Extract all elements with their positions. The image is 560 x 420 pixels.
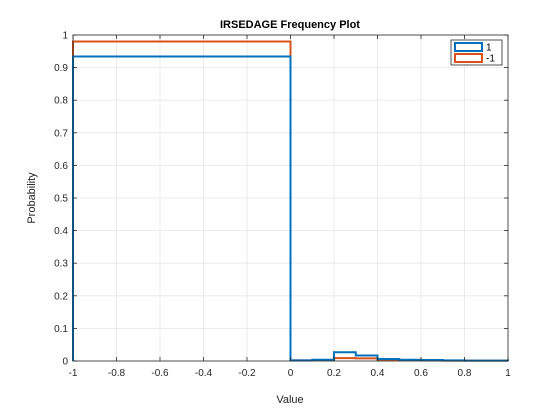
y-tick-label: 0.6 [54,161,68,172]
x-tick-label: 0 [288,368,294,379]
legend-label: 1 [486,43,492,54]
y-tick-label: 0.2 [54,291,68,302]
y-axis-label: Probability [26,172,38,224]
x-tick-label: 0.8 [458,368,472,379]
y-tick-label: 0.3 [54,259,68,270]
y-tick-label: 0.8 [54,96,68,107]
x-tick-label: -1 [69,368,78,379]
x-tick-label: -0.6 [151,368,169,379]
x-tick-label: 0.6 [414,368,428,379]
x-tick-label: 0.4 [371,368,385,379]
histogram-bin [334,352,356,361]
y-tick-label: 0.4 [54,226,68,237]
legend-swatch [454,53,483,63]
legend-label: -1 [486,54,495,65]
chart-title: IRSEDAGE Frequency Plot [220,19,360,31]
histogram-bin [73,57,291,361]
y-tick-label: 0.1 [54,324,68,335]
y-tick-label: 0.5 [54,194,68,205]
y-tick-labels: 0 0.1 0.2 0.3 0.4 0.5 0.6 0.7 0.8 0.9 1 [54,31,68,368]
x-tick-label: -0.4 [195,368,213,379]
y-tick-label: 1 [62,31,68,42]
y-tick-label: 0.7 [54,128,68,139]
y-tick-label: 0 [62,357,68,368]
legend: 1-1 [450,39,503,66]
x-axis-label: Value [276,394,303,406]
tick-marks [72,34,509,362]
y-tick-label: 0.9 [54,63,68,74]
x-tick-label: -0.2 [238,368,256,379]
histogram-bin [356,355,378,361]
x-tick-labels: -1 -0.8 -0.6 -0.4 -0.2 0 0.2 0.4 0.6 0.8 1 [69,368,512,379]
legend-swatch [454,42,483,52]
x-tick-label: 0.2 [327,368,341,379]
x-tick-label: -0.8 [108,368,126,379]
x-tick-label: 1 [505,368,511,379]
legend-box [450,39,503,66]
